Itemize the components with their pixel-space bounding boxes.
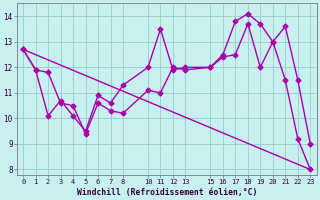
X-axis label: Windchill (Refroidissement éolien,°C): Windchill (Refroidissement éolien,°C) xyxy=(76,188,257,197)
